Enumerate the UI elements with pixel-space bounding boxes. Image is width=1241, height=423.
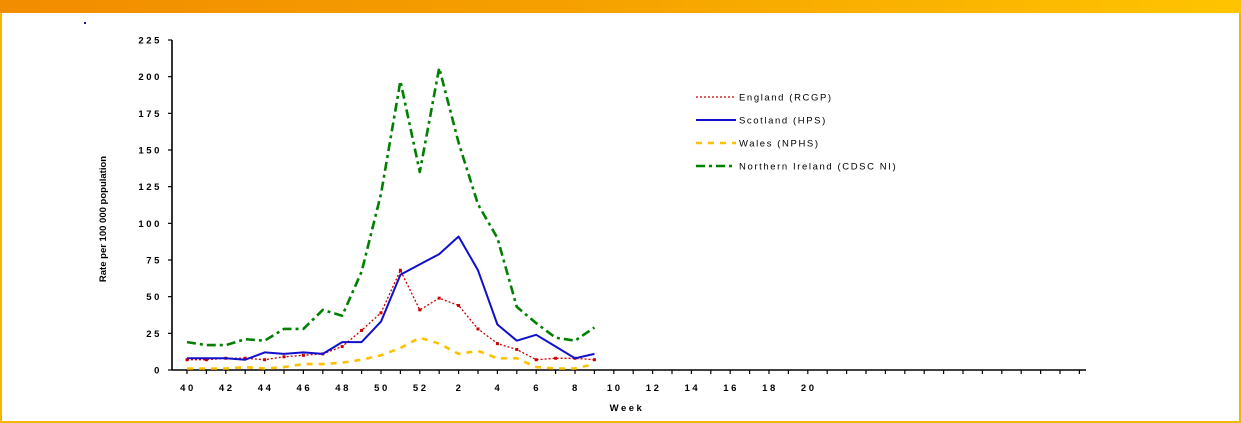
x-tick-labels: 40 42 44 46 48 50 52 2 4 6 8 10 12 14 16 18 20: [180, 383, 817, 394]
legend-label-0: England (RCGP): [739, 93, 833, 104]
y-tick-label: 175: [138, 109, 162, 120]
axes: [168, 39, 1086, 374]
x-tick-label: 48: [335, 383, 351, 394]
x-tick-label: 12: [646, 383, 662, 394]
x-tick-label: 14: [685, 383, 701, 394]
x-tick-label: 6: [533, 383, 541, 394]
x-tick-label: 10: [607, 383, 623, 394]
series-point-0: [379, 311, 383, 315]
legend-label-3: Northern Ireland (CDSC NI): [739, 162, 897, 173]
series-point-0: [243, 356, 247, 360]
series-point-0: [592, 358, 596, 362]
series-point-0: [554, 356, 558, 360]
series-point-0: [495, 342, 499, 346]
x-tick-label: 52: [413, 383, 429, 394]
series-lines: [185, 66, 596, 370]
series-line-1: [187, 235, 595, 361]
series-point-0: [282, 355, 286, 359]
y-tick-labels: 0 25 50 75 100 125 150 175 200 225: [138, 36, 162, 377]
series-point-0: [340, 345, 344, 349]
y-axis-title: Rate per 100 000 population: [98, 156, 109, 282]
top-banner: [0, 0, 1241, 13]
y-tick-label: 50: [146, 292, 162, 303]
series-point-0: [418, 308, 422, 312]
corner-marker: [84, 22, 86, 24]
y-tick-label: 125: [138, 182, 162, 193]
y-tick-label: 200: [138, 72, 162, 83]
series-point-0: [360, 328, 364, 332]
series-point-0: [476, 327, 480, 331]
y-tick-label: 225: [138, 36, 162, 47]
series-point-0: [301, 353, 305, 357]
x-tick-label: 46: [297, 383, 313, 394]
series-point-0: [263, 358, 267, 362]
x-tick-label: 44: [258, 383, 274, 394]
x-tick-label: 20: [801, 383, 817, 394]
x-tick-label: 50: [374, 383, 390, 394]
legend: England (RCGP) Scotland (HPS) Wales (NPHS)…: [696, 93, 897, 173]
y-tick-label: 100: [138, 219, 162, 230]
x-axis-title: Week: [610, 403, 645, 414]
x-tick-label: 2: [456, 383, 464, 394]
legend-label-2: Wales (NPHS): [739, 139, 820, 150]
x-tick-label: 4: [494, 383, 502, 394]
x-tick-label: 18: [762, 383, 778, 394]
series-point-0: [437, 296, 441, 300]
y-tick-label: 0: [154, 366, 162, 377]
series-line-3: [186, 66, 596, 347]
series-line-0: [187, 269, 595, 361]
x-tick-label: 8: [572, 383, 580, 394]
series-point-0: [398, 268, 402, 272]
series-point-0: [204, 358, 208, 362]
y-tick-label: 25: [146, 329, 162, 340]
series-point-0: [534, 358, 538, 362]
series-point-0: [185, 358, 189, 362]
x-tick-label: 42: [219, 383, 235, 394]
x-tick-label: 40: [180, 383, 196, 394]
x-tick-label: 16: [723, 383, 739, 394]
series-line-2: [187, 336, 595, 370]
legend-label-1: Scotland (HPS): [739, 116, 827, 127]
series-point-0: [457, 303, 461, 307]
y-tick-label: 75: [146, 256, 162, 267]
y-tick-label: 150: [138, 146, 162, 157]
series-point-0: [515, 347, 519, 351]
